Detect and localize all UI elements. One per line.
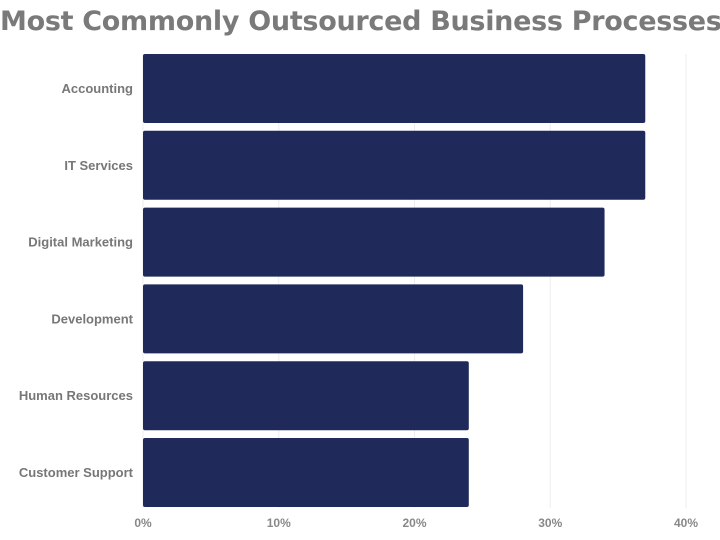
bar <box>143 438 469 507</box>
bar <box>143 284 524 354</box>
category-label: IT Services <box>64 158 133 173</box>
bar <box>143 130 646 200</box>
x-tick-label: 0% <box>134 516 152 530</box>
x-tick-label: 40% <box>674 516 698 530</box>
category-label: Accounting <box>62 81 134 96</box>
x-tick-label: 10% <box>267 516 291 530</box>
category-label: Human Resources <box>19 388 133 403</box>
chart-title: Most Commonly Outsourced Business Proces… <box>0 6 720 37</box>
x-tick-label: 30% <box>538 516 562 530</box>
category-label: Digital Marketing <box>28 235 133 250</box>
grid-lines <box>142 54 687 508</box>
bar <box>143 54 646 123</box>
bar <box>143 207 605 277</box>
x-tick-labels: 0% 10% 20% 30% 40% <box>134 516 698 530</box>
category-labels: Accounting IT Services Digital Marketing De… <box>19 81 134 480</box>
bar <box>143 361 469 431</box>
category-label: Development <box>51 311 133 326</box>
x-tick-label: 20% <box>402 516 426 530</box>
bars <box>143 54 646 507</box>
category-label: Customer Support <box>19 465 134 480</box>
